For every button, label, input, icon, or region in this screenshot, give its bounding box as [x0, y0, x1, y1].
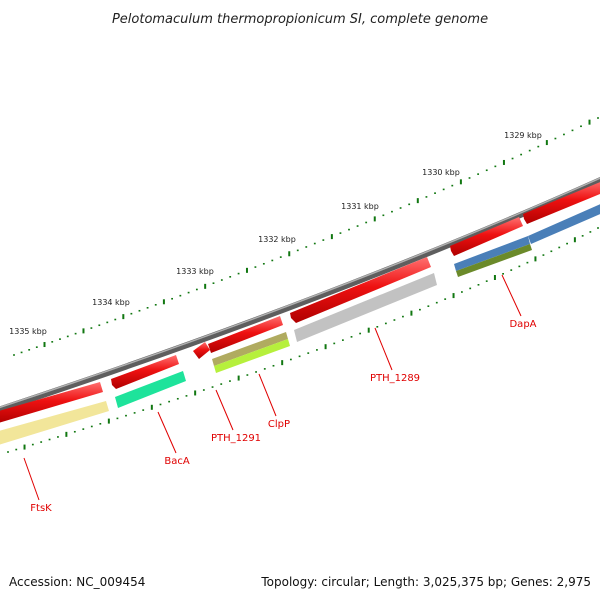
- map-title: Pelotomaculum thermopropionicum SI, comp…: [112, 12, 488, 27]
- outer-tick-ring: [13, 117, 599, 356]
- kbp-label-1335: 1335 kbp: [9, 327, 47, 336]
- cds-arrow[interactable]: [450, 217, 523, 256]
- gene-label-pth1289: PTH_1289: [370, 373, 420, 384]
- cds-arrow[interactable]: [523, 180, 600, 224]
- cds-arrow[interactable]: [111, 355, 179, 389]
- gene-label-clpp: ClpP: [268, 419, 290, 430]
- cds-arrow[interactable]: [290, 257, 431, 323]
- kbp-label-1329: 1329 kbp: [504, 131, 542, 140]
- kbp-label-1330: 1330 kbp: [422, 168, 460, 177]
- gene-track-clpp[interactable]: [214, 339, 290, 373]
- cds-arrow[interactable]: [0, 382, 103, 424]
- cds-arrow[interactable]: [208, 316, 283, 353]
- gene-track-pth1289[interactable]: [294, 273, 437, 342]
- accession-text: Accession: NC_009454: [9, 575, 145, 589]
- label-leaders: [23, 274, 522, 501]
- gene-label-ftsk: FtsK: [30, 503, 52, 514]
- cds-arrows: [0, 180, 600, 424]
- gene-track-baca[interactable]: [115, 371, 186, 408]
- gene-tracks: [0, 202, 600, 446]
- gene-track-dapa-lower[interactable]: [456, 244, 532, 277]
- kbp-label-1331: 1331 kbp: [341, 202, 379, 211]
- genome-backbone: [0, 176, 600, 413]
- gene-label-dapa: DapA: [509, 319, 536, 330]
- gene-label-baca: BacA: [164, 456, 189, 467]
- kbp-label-1334: 1334 kbp: [92, 298, 130, 307]
- cds-arrow[interactable]: [193, 342, 210, 359]
- gene-label-pth1291: PTH_1291: [211, 433, 261, 444]
- gene-track-ftsk[interactable]: [0, 401, 109, 446]
- genome-backbone-highlight: [0, 177, 600, 409]
- gene-track-dapa[interactable]: [454, 236, 530, 271]
- kbp-label-1333: 1333 kbp: [176, 267, 214, 276]
- kbp-label-1332: 1332 kbp: [258, 235, 296, 244]
- gene-track-dapa-extension[interactable]: [528, 202, 600, 244]
- genome-summary-text: Topology: circular; Length: 3,025,375 bp…: [260, 575, 591, 589]
- inner-tick-ring: [7, 227, 599, 453]
- gene-track-pth1291[interactable]: [212, 332, 288, 366]
